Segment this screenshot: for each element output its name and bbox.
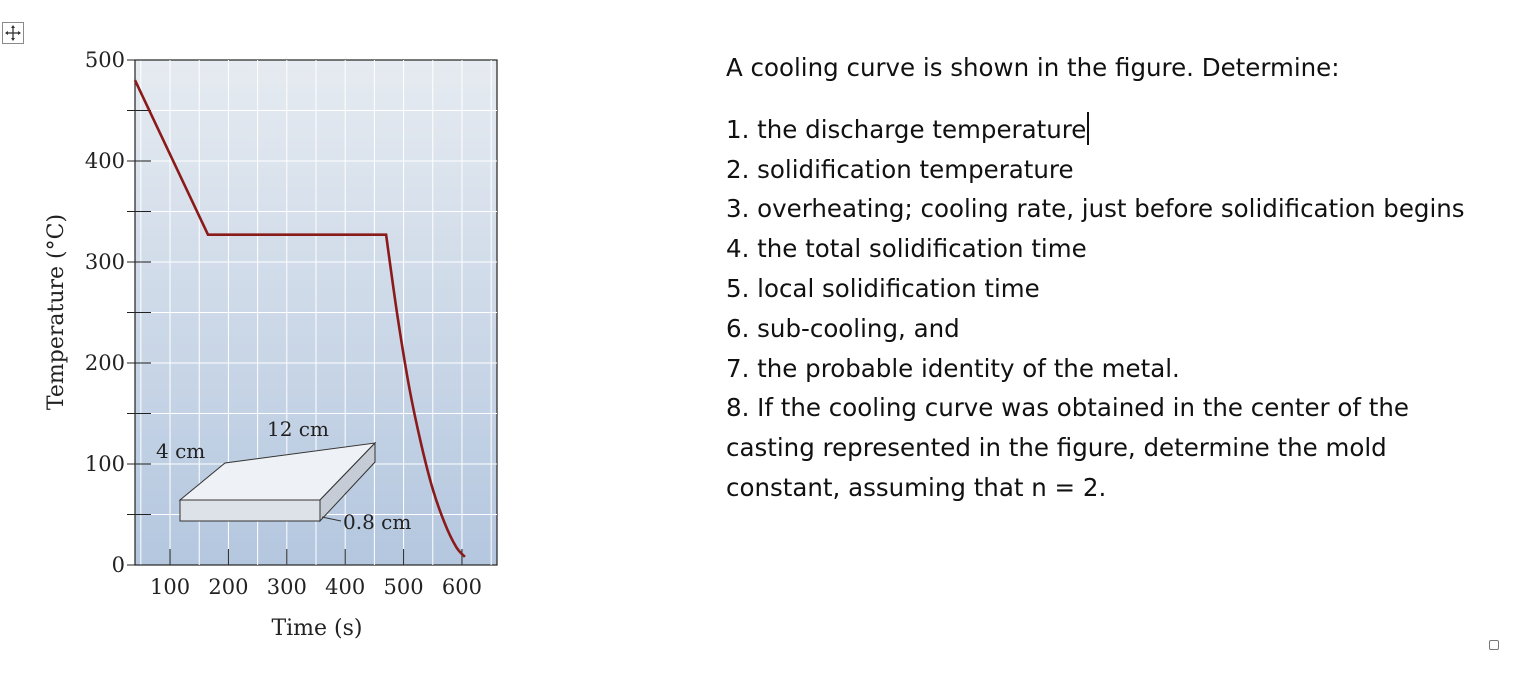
cooling-curve-chart: 0 100 200 300 400 500 100 200 300 400 500 600 4 cm… <box>44 48 498 641</box>
x-tick-label: 500 <box>384 575 424 599</box>
question-list: 1. the discharge temperature 2. solidifi… <box>726 110 1486 508</box>
casting-plate-diagram: 4 cm 12 cm 0.8 cm <box>156 417 411 534</box>
x-axis-label: Time (s) <box>271 616 362 641</box>
text-cursor <box>1087 111 1090 145</box>
x-tick-label: 300 <box>267 575 307 599</box>
list-item: 1. the discharge temperature <box>726 110 1486 150</box>
list-item: 7. the probable identity of the metal. <box>726 353 1180 383</box>
move-handle-icon[interactable] <box>2 22 24 44</box>
y-tick-label: 200 <box>85 351 125 375</box>
annotation-12cm: 12 cm <box>267 417 329 441</box>
y-axis-ticks: 0 100 200 300 400 500 <box>85 48 151 577</box>
x-tick-label: 100 <box>150 575 190 599</box>
x-tick-label: 200 <box>208 575 248 599</box>
list-item: 3. overheating; cooling rate, just befor… <box>726 194 1465 224</box>
list-item: 2. solidification temperature <box>726 154 1074 184</box>
cooling-curve-line <box>133 79 466 558</box>
list-item: 8. If the cooling curve was obtained in … <box>726 393 1410 502</box>
y-axis-label: Temperature (°C) <box>44 214 69 410</box>
y-tick-label: 400 <box>85 149 125 173</box>
list-item-text: 1. the discharge temperature <box>726 114 1087 144</box>
list-item: 6. sub-cooling, and <box>726 313 960 343</box>
y-tick-label: 100 <box>85 452 125 476</box>
annotation-0-8cm: 0.8 cm <box>343 510 411 534</box>
resize-handle-icon[interactable] <box>1489 640 1499 650</box>
question-intro: A cooling curve is shown in the figure. … <box>726 53 1340 82</box>
question-text: A cooling curve is shown in the figure. … <box>726 48 1486 508</box>
list-item: 4. the total solidification time <box>726 234 1087 264</box>
x-axis-ticks: 100 200 300 400 500 600 <box>150 549 482 599</box>
y-tick-label: 300 <box>85 250 125 274</box>
x-tick-label: 600 <box>442 575 482 599</box>
list-item: 5. local solidification time <box>726 273 1040 303</box>
y-tick-label: 500 <box>85 48 125 72</box>
annotation-4cm: 4 cm <box>156 439 205 463</box>
grid-lines <box>135 60 497 565</box>
x-tick-label: 400 <box>325 575 365 599</box>
y-tick-label: 0 <box>112 553 125 577</box>
